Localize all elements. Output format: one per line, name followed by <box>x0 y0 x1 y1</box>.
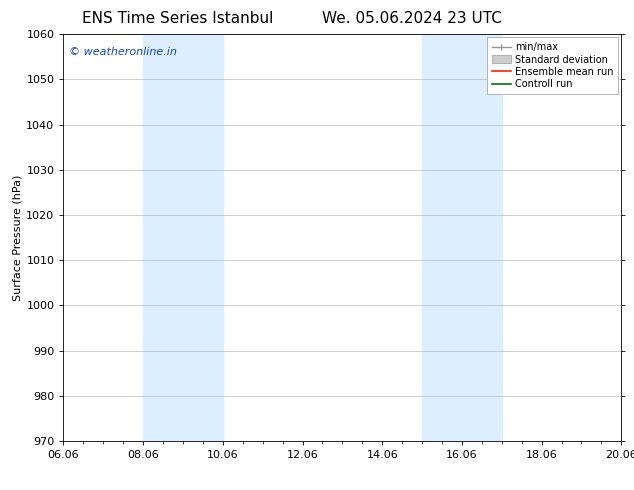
Legend: min/max, Standard deviation, Ensemble mean run, Controll run: min/max, Standard deviation, Ensemble me… <box>487 37 618 94</box>
Text: ENS Time Series Istanbul: ENS Time Series Istanbul <box>82 11 273 26</box>
Bar <box>422 34 501 441</box>
Y-axis label: Surface Pressure (hPa): Surface Pressure (hPa) <box>12 174 22 301</box>
Text: We. 05.06.2024 23 UTC: We. 05.06.2024 23 UTC <box>322 11 502 26</box>
Text: © weatheronline.in: © weatheronline.in <box>69 47 177 56</box>
Bar <box>143 34 223 441</box>
